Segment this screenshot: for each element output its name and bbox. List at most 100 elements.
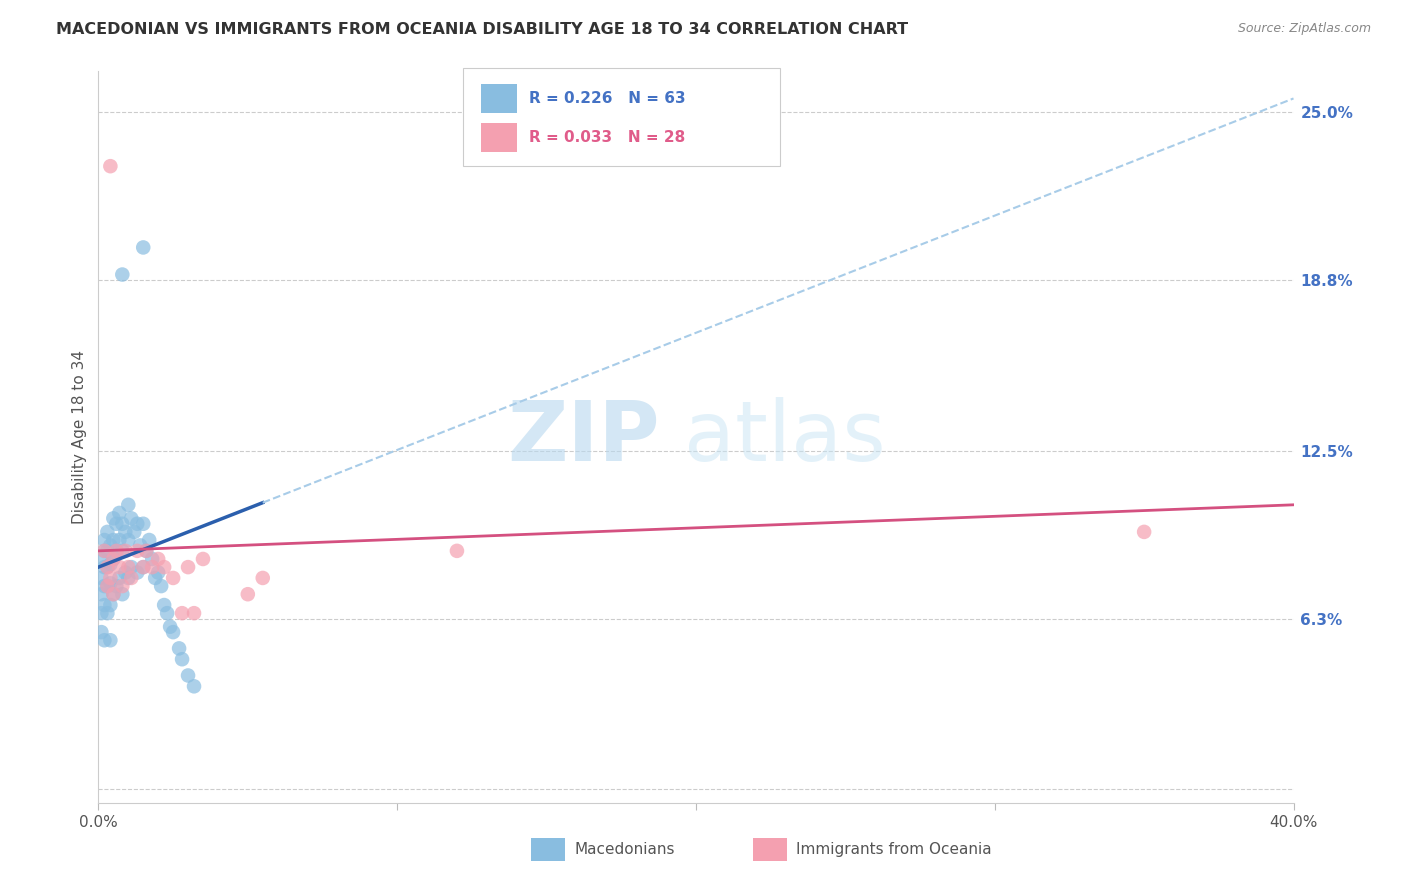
Point: [111, 268, 134, 282]
Point: [108, 560, 131, 574]
Point: [105, 544, 128, 558]
Point: [183, 679, 205, 693]
Point: [111, 516, 134, 531]
Point: [103, 552, 125, 566]
Point: [90, 625, 112, 640]
Point: [141, 560, 163, 574]
Point: [138, 533, 160, 547]
Point: [172, 652, 194, 666]
Point: [98, 598, 122, 612]
Text: atlas: atlas: [685, 397, 886, 477]
Point: [159, 620, 181, 634]
Point: [108, 571, 131, 585]
Point: [93, 544, 115, 558]
Point: [127, 544, 149, 558]
Point: [93, 560, 115, 574]
Point: [98, 538, 122, 552]
Text: MACEDONIAN VS IMMIGRANTS FROM OCEANIA DISABILITY AGE 18 TO 34 CORRELATION CHART: MACEDONIAN VS IMMIGRANTS FROM OCEANIA DI…: [56, 22, 908, 37]
Point: [103, 533, 125, 547]
Point: [148, 566, 170, 580]
Point: [117, 560, 139, 574]
Point: [172, 606, 194, 620]
Point: [96, 606, 118, 620]
Point: [105, 544, 128, 558]
Point: [177, 560, 200, 574]
Point: [446, 544, 468, 558]
Point: [127, 516, 149, 531]
Point: [127, 566, 149, 580]
Point: [120, 560, 142, 574]
Point: [93, 579, 115, 593]
FancyBboxPatch shape: [754, 838, 787, 862]
Point: [103, 552, 125, 566]
Point: [135, 544, 157, 558]
Point: [153, 560, 176, 574]
Point: [167, 641, 190, 656]
Text: R = 0.033   N = 28: R = 0.033 N = 28: [529, 129, 685, 145]
Point: [96, 579, 118, 593]
Point: [105, 579, 128, 593]
Point: [132, 240, 155, 254]
Point: [93, 533, 115, 547]
Point: [117, 533, 139, 547]
Point: [90, 571, 112, 585]
Point: [132, 516, 155, 531]
Point: [90, 606, 112, 620]
Point: [93, 544, 115, 558]
Point: [120, 511, 142, 525]
Point: [143, 571, 166, 585]
Point: [98, 633, 122, 648]
FancyBboxPatch shape: [531, 838, 565, 862]
Text: ZIP: ZIP: [508, 397, 661, 477]
Point: [252, 571, 274, 585]
Point: [103, 587, 125, 601]
Point: [98, 571, 122, 585]
Point: [156, 606, 179, 620]
FancyBboxPatch shape: [481, 122, 517, 152]
Point: [96, 544, 118, 558]
Point: [90, 587, 112, 601]
Point: [105, 516, 128, 531]
Point: [236, 587, 259, 601]
Point: [162, 571, 184, 585]
Point: [98, 576, 122, 591]
Y-axis label: Disability Age 18 to 34: Disability Age 18 to 34: [72, 350, 87, 524]
Point: [96, 560, 118, 574]
Point: [111, 587, 134, 601]
Point: [103, 511, 125, 525]
Point: [132, 560, 155, 574]
Point: [98, 558, 122, 572]
Point: [114, 566, 136, 580]
Point: [96, 560, 118, 574]
Point: [117, 498, 139, 512]
Point: [148, 552, 170, 566]
Point: [117, 571, 139, 585]
Point: [98, 159, 122, 173]
Point: [141, 552, 163, 566]
Point: [191, 552, 214, 566]
Point: [124, 524, 146, 539]
Text: Source: ZipAtlas.com: Source: ZipAtlas.com: [1237, 22, 1371, 36]
Point: [162, 625, 184, 640]
Point: [183, 606, 205, 620]
Text: Immigrants from Oceania: Immigrants from Oceania: [796, 842, 993, 857]
Point: [153, 598, 176, 612]
Point: [1133, 524, 1156, 539]
Point: [120, 571, 142, 585]
Point: [103, 587, 125, 601]
Point: [129, 538, 152, 552]
Point: [111, 579, 134, 593]
Point: [135, 544, 157, 558]
Point: [108, 506, 131, 520]
FancyBboxPatch shape: [463, 68, 780, 167]
Point: [114, 544, 136, 558]
FancyBboxPatch shape: [481, 84, 517, 113]
Point: [114, 524, 136, 539]
Text: R = 0.226   N = 63: R = 0.226 N = 63: [529, 91, 685, 106]
Point: [96, 524, 118, 539]
Point: [96, 579, 118, 593]
Point: [90, 552, 112, 566]
Point: [150, 579, 173, 593]
Text: Macedonians: Macedonians: [574, 842, 675, 857]
Point: [93, 633, 115, 648]
